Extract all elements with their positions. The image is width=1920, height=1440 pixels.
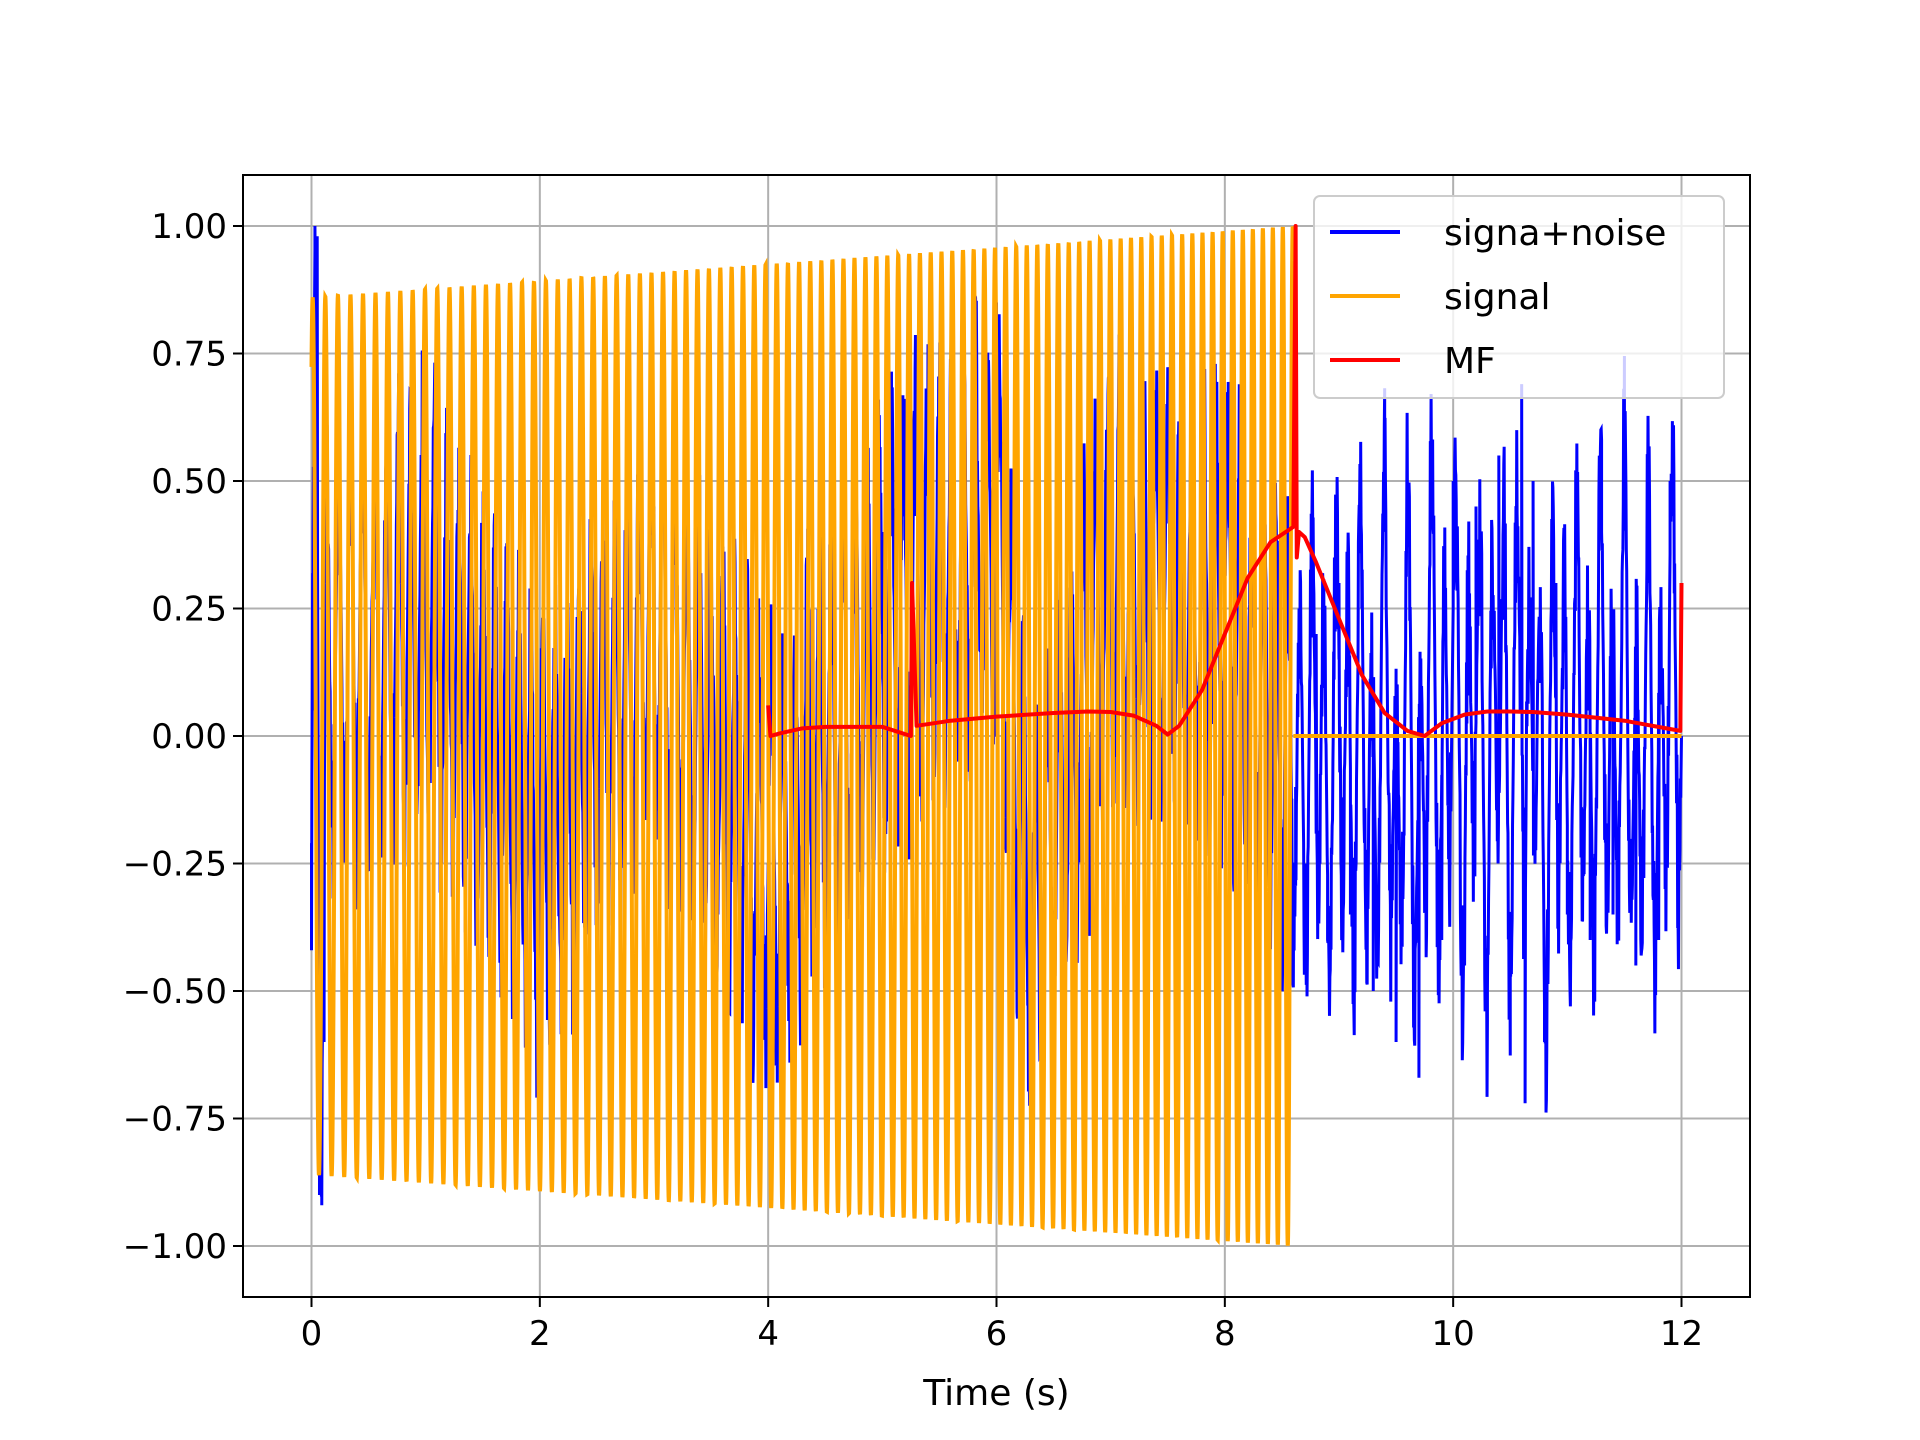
ticks: 0 2 4 6 8 10 12 1.00 0.75 0.50 0.25 0.00 −0.25 −0.50 −… — [123, 207, 1703, 1354]
legend: signa+noise signal MF — [1313, 195, 1725, 399]
series-signa+noise — [310, 225, 1683, 1206]
y-tick-label: 1.00 — [151, 207, 227, 247]
y-tick-label: −0.50 — [123, 972, 227, 1012]
x-tick-label: 12 — [1660, 1314, 1703, 1354]
legend-label: signa+noise — [1444, 213, 1666, 254]
legend-box — [1313, 195, 1725, 399]
y-tick-label: −0.75 — [123, 1100, 227, 1140]
signal-noise-line — [310, 225, 1683, 1206]
legend-label: MF — [1444, 341, 1496, 382]
y-tick-label: 0.00 — [151, 717, 227, 757]
y-tick-label: −1.00 — [123, 1227, 227, 1267]
y-tick-label: 0.25 — [151, 590, 227, 630]
x-tick-label: 6 — [986, 1314, 1008, 1354]
x-tick-label: 2 — [529, 1314, 551, 1354]
series-signal — [309, 225, 1682, 1246]
signal-chirp-line — [309, 225, 1296, 1246]
mf-line — [766, 224, 1684, 738]
plot-series — [309, 224, 1684, 1246]
series-MF — [766, 224, 1684, 738]
x-tick-label: 4 — [757, 1314, 779, 1354]
x-tick-label: 8 — [1214, 1314, 1236, 1354]
y-tick-label: −0.25 — [123, 845, 227, 885]
y-tick-label: 0.75 — [151, 335, 227, 375]
x-axis-label: Time (s) — [922, 1373, 1069, 1414]
y-tick-label: 0.50 — [151, 462, 227, 502]
x-tick-label: 10 — [1432, 1314, 1475, 1354]
x-tick-label: 0 — [301, 1314, 323, 1354]
legend-label: signal — [1444, 277, 1551, 318]
